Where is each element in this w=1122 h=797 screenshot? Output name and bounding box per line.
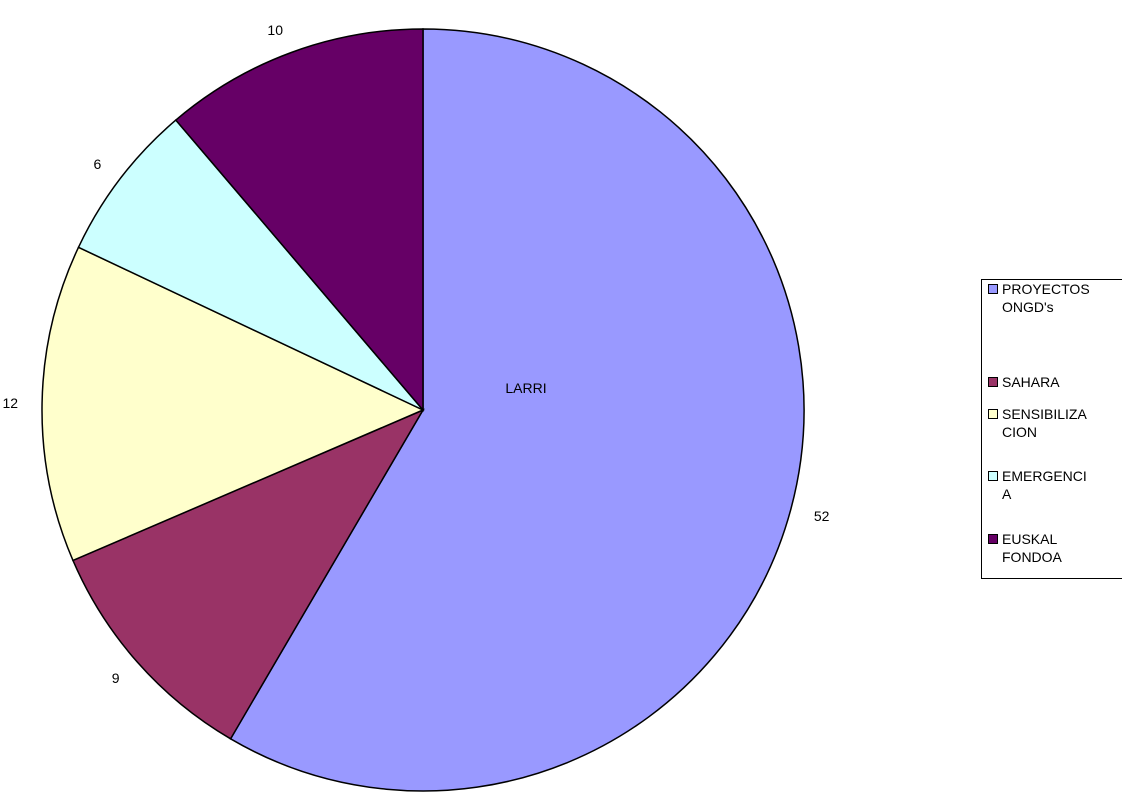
pie-data-labels: 52 9 12 6 10 xyxy=(3,22,830,686)
pie-slice-emergencia xyxy=(77,119,424,411)
legend-swatch xyxy=(988,284,998,294)
legend-swatch xyxy=(988,377,998,387)
pie-slice-proyectos-ongd-s xyxy=(229,28,805,792)
data-label-sahara: 9 xyxy=(112,670,120,686)
data-label-emergencia: 6 xyxy=(94,156,102,172)
pie-slices xyxy=(41,28,805,792)
legend-label: EUSKAL FONDOA xyxy=(1002,531,1062,565)
pie-slice-euskal-fondoa xyxy=(174,28,424,413)
chart-legend: PROYECTOS ONGD's SAHARA SENSIBILIZA CION EMER… xyxy=(981,279,1122,579)
data-label-euskal-fondoa: 10 xyxy=(267,22,283,38)
legend-swatch xyxy=(988,409,998,419)
legend-swatch xyxy=(988,471,998,481)
data-label-proyectos-ongd-s: 52 xyxy=(814,508,830,524)
legend-label: PROYECTOS ONGD's xyxy=(1002,281,1090,315)
pie-slice-sahara xyxy=(71,408,425,740)
legend-label: EMERGENCI A xyxy=(1002,468,1087,502)
chart-center-label: LARRI xyxy=(505,380,546,396)
legend-swatch xyxy=(988,534,998,544)
legend-label: SENSIBILIZA CION xyxy=(1002,406,1087,440)
pie-slice-sensibilizacion xyxy=(41,246,425,562)
legend-label: SAHARA xyxy=(1002,374,1060,390)
data-label-sensibilizacion: 12 xyxy=(3,395,19,411)
